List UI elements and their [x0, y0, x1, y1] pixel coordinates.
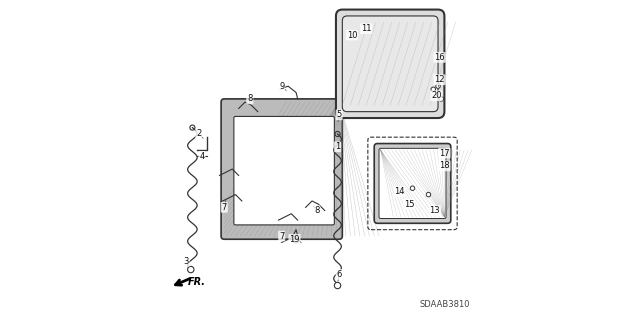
- Text: 8: 8: [247, 94, 253, 103]
- Text: 4: 4: [199, 152, 205, 161]
- Text: 18: 18: [439, 161, 450, 170]
- Text: 7: 7: [221, 203, 227, 212]
- Text: 8: 8: [314, 206, 319, 215]
- Text: 20: 20: [431, 91, 442, 100]
- Text: 11: 11: [361, 24, 371, 33]
- Circle shape: [188, 266, 194, 273]
- Text: 14: 14: [394, 187, 405, 196]
- FancyBboxPatch shape: [234, 116, 334, 225]
- Text: FR.: FR.: [188, 277, 205, 287]
- FancyBboxPatch shape: [379, 148, 446, 219]
- Text: 3: 3: [183, 257, 189, 266]
- Circle shape: [436, 84, 440, 88]
- Text: 16: 16: [435, 53, 445, 62]
- Text: 17: 17: [439, 149, 450, 158]
- Text: 19: 19: [289, 235, 300, 244]
- Text: 13: 13: [429, 206, 440, 215]
- Text: 9: 9: [279, 82, 284, 91]
- FancyBboxPatch shape: [374, 144, 451, 223]
- FancyBboxPatch shape: [221, 99, 342, 239]
- Circle shape: [334, 282, 340, 289]
- Text: 15: 15: [404, 200, 415, 209]
- Circle shape: [426, 192, 431, 197]
- Text: SDAAB3810: SDAAB3810: [419, 300, 470, 309]
- Text: 7: 7: [279, 232, 284, 241]
- FancyBboxPatch shape: [336, 10, 444, 118]
- Text: 6: 6: [337, 270, 342, 279]
- Text: 5: 5: [337, 110, 342, 119]
- Text: 12: 12: [435, 75, 445, 84]
- Circle shape: [439, 97, 444, 101]
- Circle shape: [431, 87, 435, 92]
- Text: 2: 2: [196, 130, 202, 138]
- Circle shape: [294, 239, 298, 243]
- Text: 1: 1: [335, 142, 340, 151]
- Circle shape: [410, 186, 415, 190]
- FancyBboxPatch shape: [342, 16, 438, 112]
- Text: 10: 10: [347, 31, 357, 40]
